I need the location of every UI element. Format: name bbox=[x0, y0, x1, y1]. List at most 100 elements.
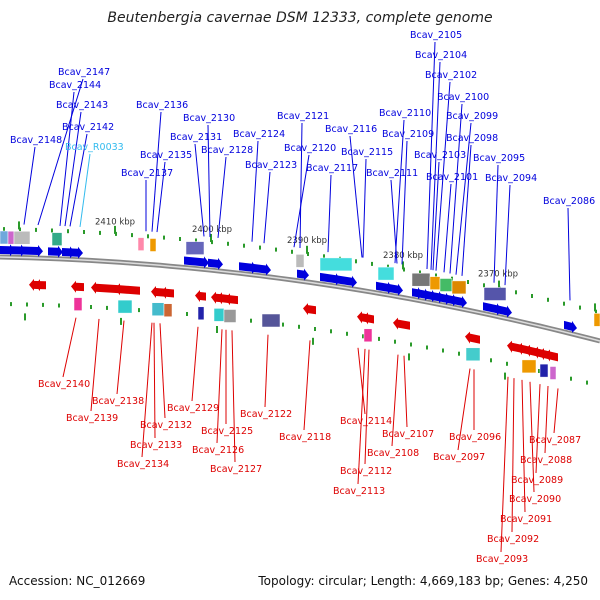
forward-gene-leader bbox=[394, 119, 405, 264]
forward-gene-arrow bbox=[376, 281, 393, 294]
reverse-gene-leader bbox=[511, 378, 515, 533]
forward-gene-leader bbox=[426, 41, 436, 270]
scale-tick bbox=[179, 237, 181, 241]
forward-gene-arrow bbox=[184, 256, 209, 269]
reverse-gene-leader bbox=[529, 381, 535, 493]
reverse-gene-arrow bbox=[217, 292, 230, 305]
forward-gene-label: Bcav_2115 bbox=[341, 147, 393, 158]
forward-gene-leader bbox=[430, 61, 441, 270]
scale-label: 2410 kbp bbox=[95, 218, 135, 228]
cog-category-block bbox=[197, 306, 205, 321]
scale-tick bbox=[51, 228, 53, 233]
reverse-gene-label: Bcav_2133 bbox=[130, 440, 182, 451]
scale-tick bbox=[435, 273, 437, 278]
reverse-gene-leader bbox=[141, 322, 153, 458]
forward-gene-leader bbox=[443, 183, 452, 273]
forward-gene-leader bbox=[504, 184, 511, 286]
forward-gene-leader bbox=[293, 154, 310, 248]
scale-tick bbox=[563, 301, 565, 306]
cog-category-block bbox=[117, 299, 133, 314]
scale-tick bbox=[211, 240, 213, 245]
reverse-gene-leader bbox=[90, 318, 100, 412]
scale-tick-major bbox=[18, 221, 20, 230]
scale-tick bbox=[35, 227, 37, 232]
forward-gene-leader bbox=[59, 91, 75, 226]
forward-gene-leader bbox=[194, 143, 205, 237]
forward-gene-leader bbox=[432, 161, 440, 271]
forward-gene-label: Bcav_2121 bbox=[277, 111, 329, 122]
cog-category-block bbox=[13, 231, 31, 245]
forward-gene-label: Bcav_2095 bbox=[473, 153, 525, 164]
reverse-gene-label: Bcav_2107 bbox=[382, 429, 434, 440]
cog-category-block bbox=[149, 238, 157, 252]
scale-tick bbox=[291, 249, 293, 254]
reverse-gene-label: Bcav_2129 bbox=[167, 403, 219, 414]
scale-tick bbox=[163, 235, 165, 240]
cog-category-block bbox=[521, 359, 537, 374]
scale-tick bbox=[314, 327, 316, 331]
forward-gene-leader bbox=[37, 78, 84, 226]
reverse-gene-leader bbox=[116, 320, 125, 395]
scale-tick bbox=[538, 369, 540, 373]
forward-gene-arrow bbox=[564, 320, 577, 333]
cog-category-block bbox=[593, 313, 600, 327]
scale-tick bbox=[3, 227, 5, 232]
forward-gene-arrow bbox=[48, 245, 63, 258]
forward-gene-leader bbox=[217, 156, 227, 238]
scale-tick bbox=[362, 334, 364, 339]
forward-gene-arrow bbox=[389, 283, 403, 296]
scale-tick bbox=[586, 380, 588, 385]
cog-category-block bbox=[439, 278, 453, 292]
scale-tick-major bbox=[312, 337, 314, 345]
reverse-gene-label: Bcav_2090 bbox=[509, 494, 561, 505]
forward-gene-leader bbox=[449, 103, 463, 274]
scale-tick-major bbox=[120, 317, 122, 325]
reverse-gene-leader bbox=[264, 334, 269, 408]
reverse-gene-arrow bbox=[507, 340, 522, 353]
scale-tick bbox=[595, 309, 597, 314]
reverse-gene-label: Bcav_2118 bbox=[279, 432, 331, 443]
forward-gene-label: Bcav_2123 bbox=[245, 160, 297, 171]
reverse-gene-arrow bbox=[29, 278, 40, 291]
reverse-gene-arrow bbox=[91, 281, 120, 294]
scale-label: 2380 kbp bbox=[383, 251, 423, 261]
reverse-gene-label: Bcav_2113 bbox=[333, 486, 385, 497]
reverse-gene-leader bbox=[357, 347, 366, 415]
scale-tick bbox=[515, 290, 517, 295]
reverse-gene-label: Bcav_2132 bbox=[140, 420, 192, 431]
scale-tick bbox=[83, 230, 85, 234]
forward-gene-leader bbox=[401, 140, 408, 265]
forward-gene-label: Bcav_2136 bbox=[136, 100, 188, 111]
scale-tick bbox=[147, 234, 149, 239]
accession-label: Accession: NC_012669 bbox=[9, 574, 146, 588]
scale-tick bbox=[250, 318, 252, 323]
cog-category-block bbox=[465, 347, 481, 362]
scale-tick bbox=[570, 376, 572, 381]
forward-gene-leader bbox=[263, 171, 271, 244]
reverse-gene-label: Bcav_2093 bbox=[476, 554, 528, 565]
cog-category-block bbox=[163, 303, 173, 317]
forward-gene-arrow bbox=[320, 272, 341, 286]
cog-category-block bbox=[223, 309, 237, 323]
scale-tick bbox=[346, 331, 348, 336]
scale-tick bbox=[307, 252, 309, 256]
scale-tick bbox=[506, 361, 508, 366]
forward-gene-label: Bcav_2116 bbox=[325, 124, 377, 135]
reverse-gene-leader bbox=[391, 354, 399, 447]
scale-label: 2400 kbp bbox=[192, 225, 232, 235]
reverse-gene-arrow bbox=[115, 283, 140, 296]
scale-tick bbox=[298, 324, 300, 329]
forward-gene-label: Bcav_2105 bbox=[410, 30, 462, 41]
forward-gene-arrow bbox=[208, 257, 223, 270]
scale-tick bbox=[458, 351, 460, 356]
scale-tick bbox=[106, 305, 108, 310]
reverse-gene-leader bbox=[544, 385, 549, 454]
cog-category-block bbox=[137, 237, 145, 251]
reverse-gene-label: Bcav_2127 bbox=[210, 464, 262, 475]
cog-category-block bbox=[411, 272, 431, 287]
reverse-gene-arrow bbox=[545, 349, 558, 362]
forward-gene-label: Bcav_2110 bbox=[379, 108, 431, 119]
forward-gene-label: Bcav_2144 bbox=[49, 80, 101, 91]
reverse-gene-leader bbox=[403, 355, 408, 428]
